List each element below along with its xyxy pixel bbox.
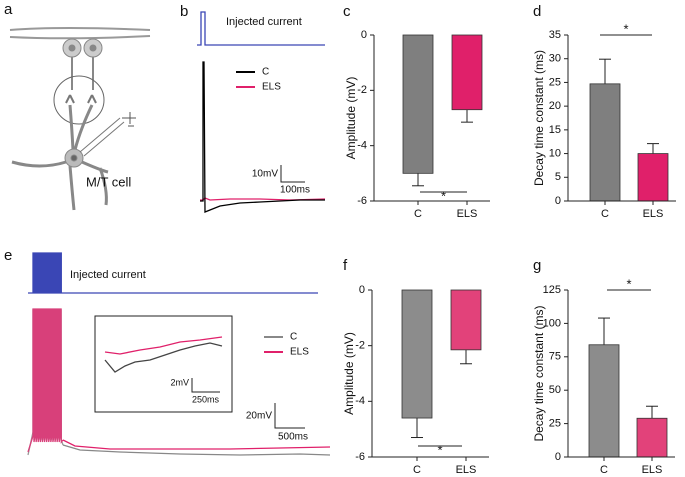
bar: [402, 34, 434, 174]
panel-label: e: [4, 247, 12, 264]
x-tick-label: C: [600, 464, 608, 476]
scale-label: 10mV: [252, 169, 278, 180]
panel-label: a: [4, 1, 13, 18]
y-tick-label: 0: [359, 284, 365, 296]
y-tick-label: 20: [549, 100, 561, 112]
x-tick-label: ELS: [643, 208, 664, 220]
y-tick-label: 125: [543, 284, 561, 296]
significance-mark: *: [437, 442, 442, 457]
y-tick-label: 0: [555, 195, 561, 207]
y-axis-label: Amplitude (mV): [344, 77, 358, 160]
scale-label: 2mV: [170, 377, 189, 387]
cell-label: M/T cell: [86, 174, 131, 189]
panel-label: g: [533, 257, 541, 274]
bar: [588, 344, 620, 458]
y-tick-label: 25: [549, 418, 561, 430]
significance-mark: *: [441, 188, 446, 203]
scale-bar: [280, 165, 305, 183]
panel-label: b: [180, 3, 188, 20]
legend-label: ELS: [290, 347, 309, 358]
y-tick-label: -4: [355, 395, 365, 407]
y-tick-label: 25: [549, 76, 561, 88]
stimulus-trace: [197, 11, 325, 46]
control-trace: [200, 61, 325, 213]
inset-els-trace: [104, 336, 223, 355]
y-tick-label: -6: [357, 195, 367, 207]
bar: [450, 289, 482, 351]
y-tick-label: 75: [549, 351, 561, 363]
panel-label: c: [343, 3, 351, 20]
y-tick-label: -2: [357, 84, 367, 96]
els-trace: [62, 439, 331, 450]
bar: [451, 34, 483, 111]
x-tick-label: C: [601, 208, 609, 220]
scale-label: 100ms: [280, 185, 310, 196]
y-tick-label: 35: [549, 29, 561, 41]
scale-bar: [191, 378, 220, 393]
y-tick-label: 5: [555, 171, 561, 183]
inset-box: [94, 315, 233, 413]
significance-mark: *: [623, 21, 628, 36]
x-tick-label: ELS: [457, 208, 478, 220]
x-tick-label: ELS: [642, 464, 663, 476]
scale-label: 20mV: [246, 411, 272, 422]
panel-label: f: [343, 257, 348, 274]
significance-mark: *: [626, 276, 631, 291]
y-axis-label: Amplitude (mV): [342, 332, 356, 415]
y-tick-label: 0: [361, 29, 367, 41]
y-tick-label: 0: [555, 451, 561, 463]
legend-label: C: [290, 332, 297, 343]
y-tick-label: 10: [549, 147, 561, 159]
bar: [401, 289, 433, 419]
bar: [637, 153, 669, 202]
y-tick-label: 50: [549, 384, 561, 396]
scale-bar: [274, 403, 305, 429]
y-tick-label: -2: [355, 340, 365, 352]
x-tick-label: ELS: [456, 464, 477, 476]
neuron-diagram: [9, 27, 151, 211]
control-trace: [62, 444, 331, 456]
scale-label: 250ms: [192, 394, 220, 404]
bar: [589, 83, 621, 202]
panel-label: d: [533, 3, 541, 20]
stimulus-label: Injected current: [226, 16, 302, 28]
y-tick-label: 100: [543, 317, 561, 329]
legend-label: ELS: [262, 82, 281, 93]
y-axis-label: Decay time constant (ms): [532, 305, 546, 441]
scale-label: 500ms: [278, 432, 308, 443]
stimulus-trace: [28, 252, 318, 294]
y-tick-label: 30: [549, 53, 561, 65]
y-axis-label: Decay time constant (ms): [532, 50, 546, 186]
x-tick-label: C: [414, 208, 422, 220]
legend-label: C: [262, 67, 269, 78]
y-tick-label: -4: [357, 140, 367, 152]
els-trace: [27, 308, 64, 453]
x-tick-label: C: [413, 464, 421, 476]
inset-control-trace: [104, 342, 223, 373]
bar: [636, 417, 668, 458]
y-tick-label: -6: [355, 451, 365, 463]
y-tick-label: 15: [549, 124, 561, 136]
stimulus-label: Injected current: [70, 269, 146, 281]
